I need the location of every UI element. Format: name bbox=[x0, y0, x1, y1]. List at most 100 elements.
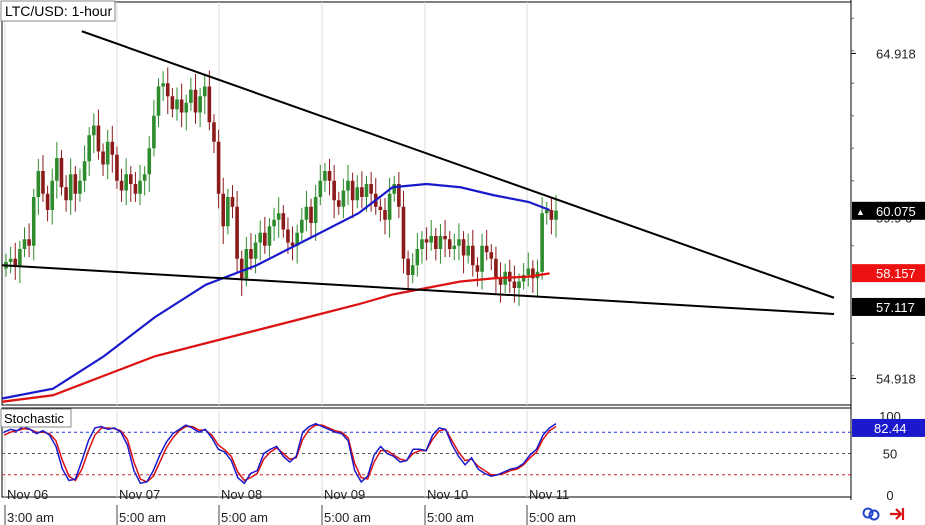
price-tag-label: 57.117 bbox=[876, 300, 915, 315]
candle-body bbox=[18, 249, 22, 266]
link-icon[interactable] bbox=[862, 507, 880, 521]
candle-body bbox=[475, 265, 480, 272]
candle-body bbox=[346, 180, 350, 191]
candle-body bbox=[336, 200, 341, 207]
stochastic-panel bbox=[1, 407, 852, 498]
candle-body bbox=[156, 86, 161, 116]
candle-body bbox=[410, 265, 415, 275]
candle-body bbox=[517, 281, 521, 288]
candle-body bbox=[318, 180, 323, 197]
candle-body bbox=[96, 125, 101, 152]
candle-body bbox=[286, 229, 290, 243]
candle-body bbox=[360, 187, 364, 197]
stochastic-tick-label: 0 bbox=[886, 488, 893, 503]
x-time-label: 5:00 am bbox=[119, 510, 166, 525]
x-time-label: 5:00 am bbox=[427, 510, 474, 525]
candle-body bbox=[540, 213, 544, 272]
candle-body bbox=[309, 206, 313, 223]
x-date-label: Nov 06 bbox=[7, 487, 48, 502]
candle-body bbox=[290, 242, 295, 246]
candle-body bbox=[249, 249, 253, 259]
price-tag-marker: ▲ bbox=[856, 207, 865, 217]
candle-body bbox=[544, 210, 549, 214]
x-date-label: Nov 07 bbox=[119, 487, 160, 502]
candle-body bbox=[281, 213, 286, 230]
candle-body bbox=[531, 268, 535, 279]
stochastic-tick-label: 50 bbox=[883, 447, 897, 462]
price-frame bbox=[1, 1, 852, 406]
stochastic-k-line bbox=[3, 422, 557, 485]
candle-body bbox=[424, 239, 429, 243]
candle-body bbox=[216, 141, 221, 194]
candle-body bbox=[263, 232, 267, 246]
candle-body bbox=[152, 115, 156, 149]
candle-body bbox=[73, 174, 78, 194]
candle-body bbox=[78, 180, 82, 194]
candle-body bbox=[489, 252, 494, 259]
candle-body bbox=[383, 210, 387, 220]
x-date-label: Nov 11 bbox=[529, 487, 569, 502]
candle-body bbox=[22, 239, 27, 249]
toolbar-icons[interactable] bbox=[862, 507, 905, 521]
x-date-label: Nov 09 bbox=[324, 487, 365, 502]
candle-body bbox=[45, 193, 50, 210]
candle-body bbox=[110, 141, 115, 155]
candle-body bbox=[230, 197, 235, 207]
price-tag-label: 58.157 bbox=[876, 266, 916, 281]
candle-body bbox=[323, 171, 327, 181]
candle-body bbox=[27, 239, 31, 246]
candle-body bbox=[295, 232, 299, 246]
candle-body bbox=[128, 174, 133, 184]
candle-body bbox=[549, 210, 554, 220]
candle-body bbox=[461, 239, 466, 256]
x-time-label: 5:00 am bbox=[324, 510, 371, 525]
candle-body bbox=[471, 245, 475, 266]
price-panel bbox=[1, 1, 852, 406]
candle-body bbox=[115, 154, 119, 181]
candle-body bbox=[175, 99, 179, 110]
candle-body bbox=[179, 99, 184, 113]
candle-body bbox=[239, 258, 244, 279]
candle-body bbox=[31, 197, 36, 246]
candle-body bbox=[138, 180, 142, 194]
candle-body bbox=[313, 197, 318, 223]
x-date-label: Nov 08 bbox=[221, 487, 262, 502]
y-tick-label: 54.918 bbox=[876, 371, 916, 386]
candle-body bbox=[498, 278, 503, 285]
candle-body bbox=[466, 245, 470, 256]
candle-body bbox=[429, 236, 434, 243]
candle-body bbox=[332, 180, 336, 201]
candle-body bbox=[387, 193, 392, 220]
candle-body bbox=[253, 242, 258, 259]
candle-body bbox=[165, 83, 170, 97]
candle-body bbox=[304, 206, 309, 220]
ma-slow-line bbox=[1, 272, 550, 403]
arrow-exit-icon[interactable] bbox=[890, 508, 905, 520]
y-tick-label: 64.918 bbox=[876, 46, 916, 61]
candle-body bbox=[355, 187, 360, 201]
titles: LTC/USD: 1-hour Stochastic bbox=[0, 0, 116, 428]
candle-body bbox=[202, 86, 207, 97]
candle-body bbox=[147, 148, 152, 175]
candle-body bbox=[443, 236, 447, 240]
candle-body bbox=[554, 210, 558, 220]
candle-body bbox=[434, 236, 438, 249]
chart-title: LTC/USD: 1-hour bbox=[5, 3, 112, 19]
candle-body bbox=[276, 213, 281, 220]
candle-body bbox=[8, 258, 13, 262]
price-tag bbox=[852, 264, 925, 283]
candle-body bbox=[267, 226, 272, 246]
candle-body bbox=[480, 245, 484, 272]
candle-body bbox=[494, 258, 498, 279]
axes: Nov 06 3:00 am Nov 07 5:00 am Nov 08 5:00 am N… bbox=[4, 0, 925, 525]
price-tag bbox=[852, 201, 925, 220]
candle-body bbox=[378, 206, 383, 210]
candle-body bbox=[142, 174, 147, 181]
candle-body bbox=[189, 89, 193, 103]
candle-body bbox=[36, 171, 41, 197]
candle-body bbox=[13, 258, 18, 266]
candle-body bbox=[193, 89, 198, 113]
candle-body bbox=[392, 184, 397, 194]
candle-body bbox=[406, 258, 410, 275]
candle-body bbox=[512, 281, 517, 288]
